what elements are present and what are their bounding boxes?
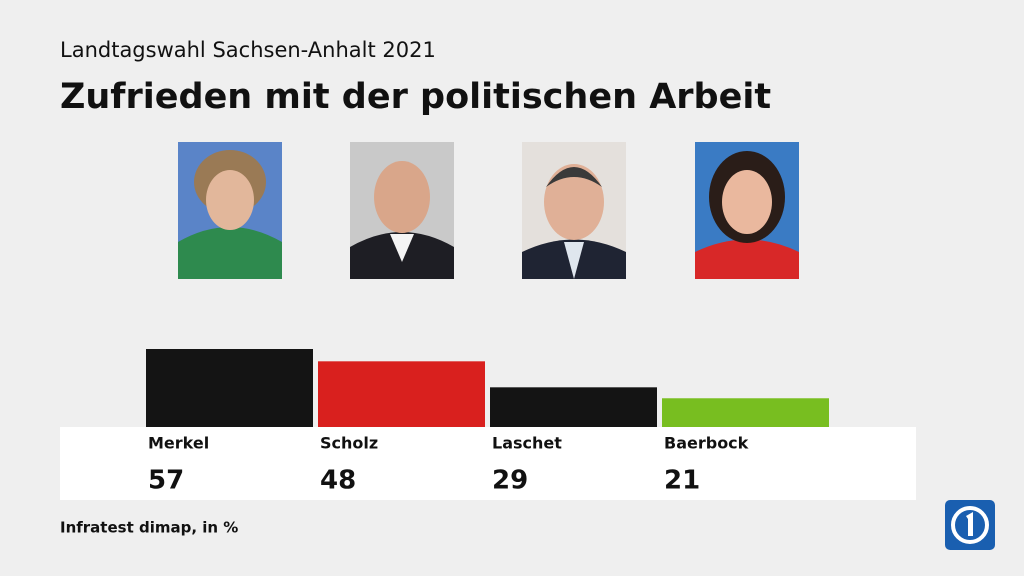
portrait — [350, 142, 454, 279]
value-label: 29 — [492, 466, 528, 496]
chart-title: Zufrieden mit der politischen Arbeit — [60, 77, 771, 117]
category-label: Laschet — [492, 434, 562, 453]
portrait — [522, 142, 626, 279]
category-label: Merkel — [148, 434, 209, 453]
value-label: 57 — [148, 466, 184, 496]
bar — [146, 349, 313, 427]
chart-subtitle: Landtagswahl Sachsen-Anhalt 2021 — [60, 38, 436, 62]
value-label: 21 — [664, 466, 700, 496]
category-label: Scholz — [320, 434, 378, 453]
source: Infratest dimap, in % — [60, 519, 238, 537]
category-label: Baerbock — [664, 434, 749, 453]
value-label: 48 — [320, 466, 356, 496]
label-panel — [60, 427, 916, 500]
bar — [490, 387, 657, 427]
portrait — [695, 142, 799, 279]
bar — [662, 398, 829, 427]
logo — [945, 500, 995, 550]
portrait — [178, 142, 282, 279]
bar — [318, 361, 485, 427]
